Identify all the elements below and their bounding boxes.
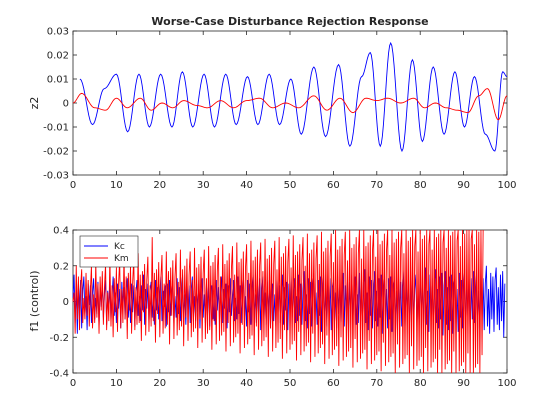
x-tick-label-bottom-9: 90 bbox=[457, 378, 470, 389]
x-tick-label-bottom-1: 10 bbox=[110, 378, 123, 389]
y-tick-label-bottom-4: 0.4 bbox=[53, 226, 69, 237]
x-tick-label-top-3: 30 bbox=[197, 180, 210, 191]
y-tick-label-top-1: -0.02 bbox=[43, 147, 69, 158]
legend-label-kc: Kc bbox=[114, 242, 125, 252]
y-tick-label-top-2: -0.01 bbox=[43, 123, 69, 134]
x-tick-label-bottom-3: 30 bbox=[197, 378, 210, 389]
x-tick-label-bottom-2: 20 bbox=[153, 378, 166, 389]
y-tick-label-bottom-0: -0.4 bbox=[49, 369, 69, 380]
y-tick-label-bottom-2: 0 bbox=[63, 297, 69, 308]
series-line-bottom-1 bbox=[72, 229, 484, 374]
x-tick-label-bottom-5: 50 bbox=[284, 378, 297, 389]
x-tick-label-top-0: 0 bbox=[70, 180, 76, 191]
y-tick-label-top-4: 0.01 bbox=[47, 75, 69, 86]
legend-label-km: Km bbox=[114, 254, 129, 264]
y-tick-label-top-6: 0.03 bbox=[47, 27, 69, 38]
x-tick-label-top-2: 20 bbox=[153, 180, 166, 191]
legend-box bbox=[79, 235, 139, 268]
y-tick-label-bottom-1: -0.2 bbox=[49, 333, 69, 344]
x-tick-label-top-6: 60 bbox=[327, 180, 340, 191]
axes-top: Worse-Case Disturbance Rejection Respons… bbox=[28, 15, 517, 191]
y-tick-label-top-3: 0 bbox=[63, 99, 69, 110]
x-tick-label-bottom-0: 0 bbox=[70, 378, 76, 389]
y-tick-label-top-5: 0.02 bbox=[47, 51, 69, 62]
series-line-top-1 bbox=[72, 88, 508, 121]
x-tick-label-bottom-8: 80 bbox=[414, 378, 427, 389]
x-tick-label-top-9: 90 bbox=[457, 180, 470, 191]
x-tick-label-top-1: 10 bbox=[110, 180, 123, 191]
x-tick-label-top-4: 40 bbox=[240, 180, 253, 191]
x-tick-label-bottom-6: 60 bbox=[327, 378, 340, 389]
x-tick-label-top-8: 80 bbox=[414, 180, 427, 191]
y-tick-label-bottom-3: 0.2 bbox=[53, 261, 69, 272]
axes-bottom-ylabel: f1 (control) bbox=[28, 270, 41, 331]
series-line-top-0 bbox=[79, 41, 508, 153]
x-tick-label-bottom-7: 70 bbox=[370, 378, 383, 389]
axes-top-ylabel: z2 bbox=[28, 97, 41, 110]
axes-bottom: 0 10 20 30 40 50 60 70 80 90 100 -0.4 -0.2 0 0.2 0.4 f1… bbox=[28, 226, 517, 390]
chart-title: Worse-Case Disturbance Rejection Respons… bbox=[151, 15, 428, 28]
x-tick-label-bottom-10: 100 bbox=[497, 378, 516, 389]
x-tick-label-top-7: 70 bbox=[370, 180, 383, 191]
y-tick-label-top-0: -0.03 bbox=[43, 171, 69, 182]
x-tick-label-top-5: 50 bbox=[284, 180, 297, 191]
x-tick-label-bottom-4: 40 bbox=[240, 378, 253, 389]
legend: Kc Km bbox=[79, 235, 139, 268]
x-tick-label-top-10: 100 bbox=[497, 180, 516, 191]
